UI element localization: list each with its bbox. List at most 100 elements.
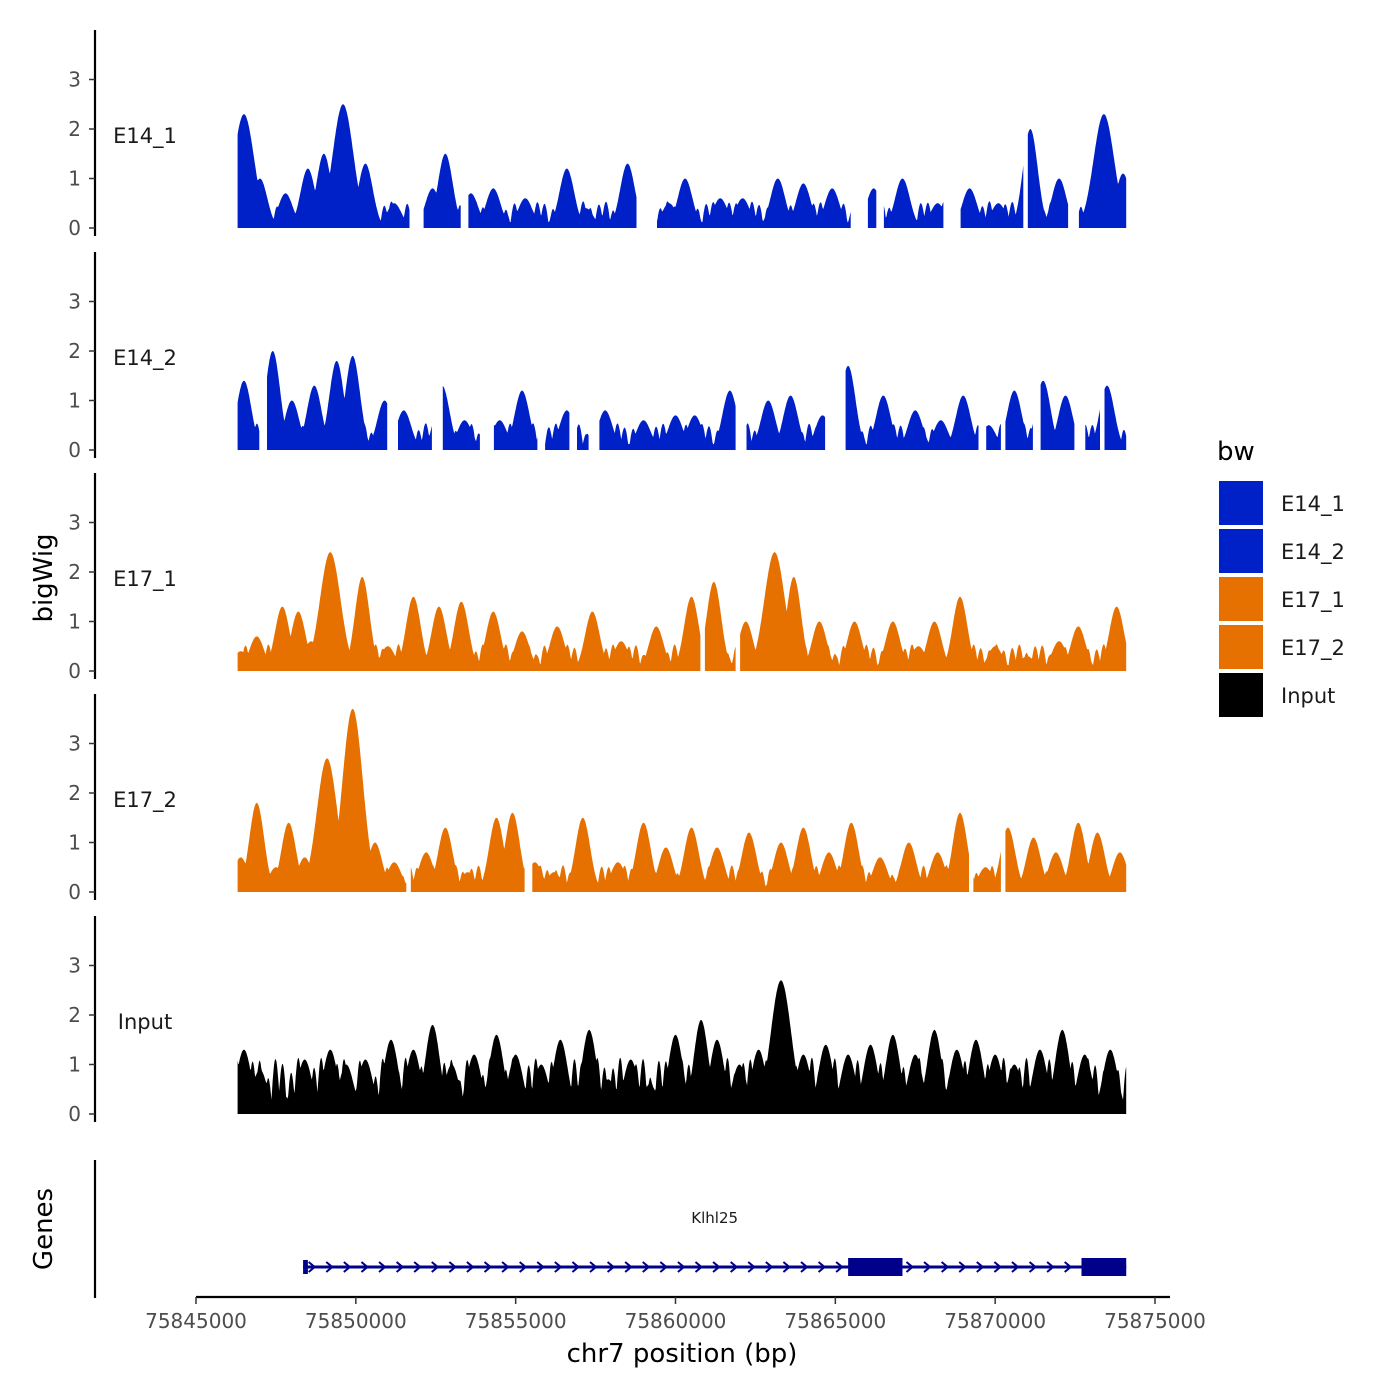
legend-title: bw <box>1217 437 1255 467</box>
gene-panel: Klhl25 <box>93 1160 1127 1298</box>
x-tick-label: 75845000 <box>145 1309 247 1333</box>
y-tick-label: 2 <box>68 117 81 141</box>
y-tick-label: 1 <box>68 831 81 855</box>
y-tick-label: 0 <box>68 438 81 462</box>
track-label: E17_1 <box>113 567 177 592</box>
strand-arrow <box>923 1261 932 1273</box>
strand-arrow <box>466 1261 475 1273</box>
strand-arrow <box>817 1261 827 1273</box>
gene-name-label: Klhl25 <box>691 1209 738 1227</box>
y-tick-label: 3 <box>68 511 81 535</box>
track-E14_1: 0 1 2 3 E14_1 <box>68 30 1127 240</box>
strand-arrow <box>431 1261 440 1273</box>
y-tick-label: 0 <box>68 216 81 240</box>
y-tick-label: 1 <box>68 610 81 634</box>
y-tick-label: 2 <box>68 781 81 805</box>
strand-arrow <box>606 1261 616 1273</box>
strand-arrow <box>729 1261 739 1273</box>
y-tick-label: 1 <box>68 389 81 413</box>
y-tick-label: 3 <box>68 954 81 978</box>
strand-arrow <box>747 1261 756 1273</box>
coverage-area-E17_2 <box>237 708 1127 892</box>
y-tick-label: 3 <box>68 68 81 92</box>
legend-swatch <box>1219 481 1263 525</box>
legend-swatch <box>1219 529 1263 573</box>
y-tick-label: 3 <box>68 732 81 756</box>
strand-arrow <box>483 1261 493 1273</box>
legend-label: E14_2 <box>1281 540 1345 565</box>
strand-arrow <box>835 1261 844 1273</box>
strand-arrow <box>694 1261 704 1273</box>
y-tick-label: 0 <box>68 659 81 683</box>
strand-arrow <box>940 1261 950 1273</box>
strand-arrow <box>1011 1261 1020 1273</box>
gene-exon <box>848 1258 903 1276</box>
coverage-area-E14_2 <box>237 351 1127 450</box>
strand-arrow <box>642 1261 651 1273</box>
x-tick-label: 75865000 <box>784 1309 886 1333</box>
strand-arrow <box>993 1261 1002 1273</box>
track-label: E14_1 <box>113 124 177 149</box>
y-tick-label: 2 <box>68 339 81 363</box>
track-E17_1: 0 1 2 3 E17_1 <box>68 473 1127 683</box>
strand-arrow <box>712 1261 721 1273</box>
y-tick-label: 2 <box>68 560 81 584</box>
strand-arrow <box>395 1261 405 1273</box>
strand-arrow <box>448 1261 457 1273</box>
strand-arrow <box>659 1261 668 1273</box>
track-label: E14_2 <box>113 346 177 371</box>
track-E14_2: 0 1 2 3 E14_2 <box>68 252 1127 462</box>
legend-swatch <box>1219 625 1263 669</box>
track-Input: 0 1 2 3 Input <box>68 916 1127 1126</box>
strand-arrow <box>800 1261 809 1273</box>
strand-arrow <box>765 1261 774 1273</box>
strand-arrow <box>589 1261 598 1273</box>
coverage-area-E17_1 <box>237 552 1127 671</box>
legend-label: E17_1 <box>1281 588 1345 613</box>
legend-swatch <box>1219 577 1263 621</box>
y-tick-label: 0 <box>68 1102 81 1126</box>
strand-arrow <box>413 1261 422 1273</box>
strand-arrow <box>1046 1261 1055 1273</box>
y-axis-title: bigWig <box>29 533 59 622</box>
legend-label: E14_1 <box>1281 492 1345 517</box>
x-tick-label: 75850000 <box>305 1309 407 1333</box>
track-label: E17_2 <box>113 788 177 813</box>
strand-arrow <box>905 1261 915 1273</box>
y-tick-label: 3 <box>68 290 81 314</box>
legend-swatch <box>1219 673 1263 717</box>
strand-arrow <box>360 1261 369 1273</box>
strand-arrow <box>571 1261 580 1273</box>
strand-arrow <box>782 1261 791 1273</box>
legend-label: Input <box>1281 684 1335 708</box>
coverage-area-Input <box>237 980 1127 1114</box>
strand-arrow <box>1028 1261 1038 1273</box>
x-axis-title: chr7 position (bp) <box>567 1339 798 1369</box>
strand-arrow <box>378 1261 387 1273</box>
legend: bw E14_1 E14_2 E17_1 E17_2 Input <box>1217 437 1345 717</box>
x-tick-label: 75870000 <box>944 1309 1046 1333</box>
legend-label: E17_2 <box>1281 636 1345 661</box>
strand-arrow <box>1064 1261 1073 1273</box>
y-tick-label: 1 <box>68 1053 81 1077</box>
y-tick-label: 0 <box>68 880 81 904</box>
track-label: Input <box>118 1010 172 1034</box>
strand-arrow <box>624 1261 633 1273</box>
strand-arrow <box>958 1261 967 1273</box>
genes-axis-title: Genes <box>29 1188 59 1270</box>
strand-arrow <box>519 1261 528 1273</box>
x-tick-label: 75860000 <box>625 1309 727 1333</box>
strand-arrow <box>325 1261 334 1273</box>
track-E17_2: 0 1 2 3 E17_2 <box>68 694 1127 904</box>
strand-arrow <box>976 1261 985 1273</box>
y-tick-label: 1 <box>68 167 81 191</box>
bigwig-tracks: 0 1 2 3 E14_1 0 1 2 3 E14_2 0 1 2 3 E17_1 0 1 2 3 E17_2 0 1 2 3… <box>68 30 1127 1126</box>
strand-arrow <box>308 1261 317 1273</box>
gene-exon <box>303 1260 308 1274</box>
strand-arrow <box>536 1261 545 1273</box>
x-tick-label: 75875000 <box>1104 1309 1206 1333</box>
x-tick-label: 75855000 <box>465 1309 567 1333</box>
strand-arrow <box>343 1261 352 1273</box>
y-tick-label: 2 <box>68 1003 81 1027</box>
